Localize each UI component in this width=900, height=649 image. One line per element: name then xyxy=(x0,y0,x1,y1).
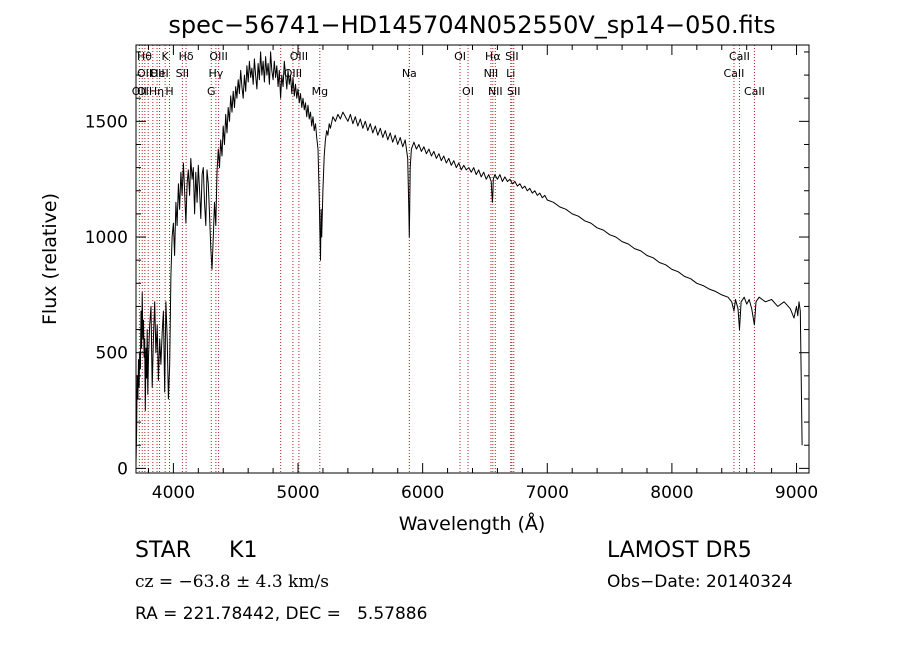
corner-labels: Hθ OII OIHη xyxy=(137,50,164,98)
line-marker-label: Mg xyxy=(312,85,328,98)
line-marker-label: CaII xyxy=(729,50,750,63)
corner-label: OIHη xyxy=(137,85,164,98)
line-marker-label: SII xyxy=(505,50,518,63)
line-marker-label: Li xyxy=(506,67,515,80)
line-marker-label: OI xyxy=(462,85,474,98)
tick-labels: 4000 5000 6000 7000 8000 9000 0 500 1000 1500 xyxy=(85,112,818,503)
y-tick-label: 500 xyxy=(96,344,128,364)
line-marker-label: OI xyxy=(454,50,466,63)
line-marker-label: CaII xyxy=(724,67,745,80)
line-marker-label: K xyxy=(162,50,170,63)
subclass: K1 xyxy=(229,538,258,563)
y-tick-label: 1000 xyxy=(85,228,128,248)
line-marker-label: SII xyxy=(507,85,520,98)
line-marker-label: H xyxy=(165,85,173,98)
line-marker-label: NII xyxy=(484,67,499,80)
corner-label: Hθ xyxy=(137,50,152,63)
velocity-readout: cz = −63.8 ± 4.3 km/s xyxy=(135,572,329,592)
x-tick-label: 5000 xyxy=(276,483,319,503)
x-tick-label: 6000 xyxy=(401,483,444,503)
x-tick-label: 8000 xyxy=(650,483,693,503)
object-type: STAR xyxy=(135,538,192,563)
corner-label: OII xyxy=(137,67,152,80)
x-axis-label: Wavelength (Å) xyxy=(399,512,546,535)
observation-date: Obs−Date: 20140324 xyxy=(607,572,793,592)
line-marker-label: OIII xyxy=(209,50,227,63)
plot-frame xyxy=(135,44,810,474)
line-marker-label: NII xyxy=(488,85,503,98)
y-tick-label: 0 xyxy=(117,459,128,479)
line-marker-label: Hγ xyxy=(208,67,223,80)
line-marker-labels: OIIOIIHeIKHSIIHδGHγOIIIOIIIOIIIMgNaOIOIN… xyxy=(132,50,765,98)
coordinates-readout: RA = 221.78442, DEC = 5.57886 xyxy=(135,604,428,624)
line-marker-label: Hδ xyxy=(179,50,194,63)
chart-title: spec−56741−HD145704N052550V_sp14−050.fit… xyxy=(168,11,775,39)
line-marker-label: CaII xyxy=(744,85,765,98)
y-axis-label: Flux (relative) xyxy=(39,193,61,325)
line-marker-label: G xyxy=(207,85,216,98)
x-tick-label: 7000 xyxy=(526,483,569,503)
y-tick-label: 1500 xyxy=(85,112,128,132)
line-marker-label: Hα xyxy=(485,50,501,63)
line-marker-label: OIII xyxy=(290,50,308,63)
line-marker-label: OII xyxy=(149,67,164,80)
axis-ticks xyxy=(136,45,809,473)
spectrum-series xyxy=(135,51,803,464)
x-tick-label: 4000 xyxy=(152,483,195,503)
spectrum-line xyxy=(135,51,803,464)
line-marker-label: Na xyxy=(402,67,417,80)
line-marker-label: SII xyxy=(176,67,189,80)
survey-name: LAMOST DR5 xyxy=(607,538,752,563)
object-classification: STAR K1 xyxy=(135,538,257,563)
x-tick-label: 9000 xyxy=(775,483,818,503)
line-marker-label: HeI xyxy=(150,67,168,80)
